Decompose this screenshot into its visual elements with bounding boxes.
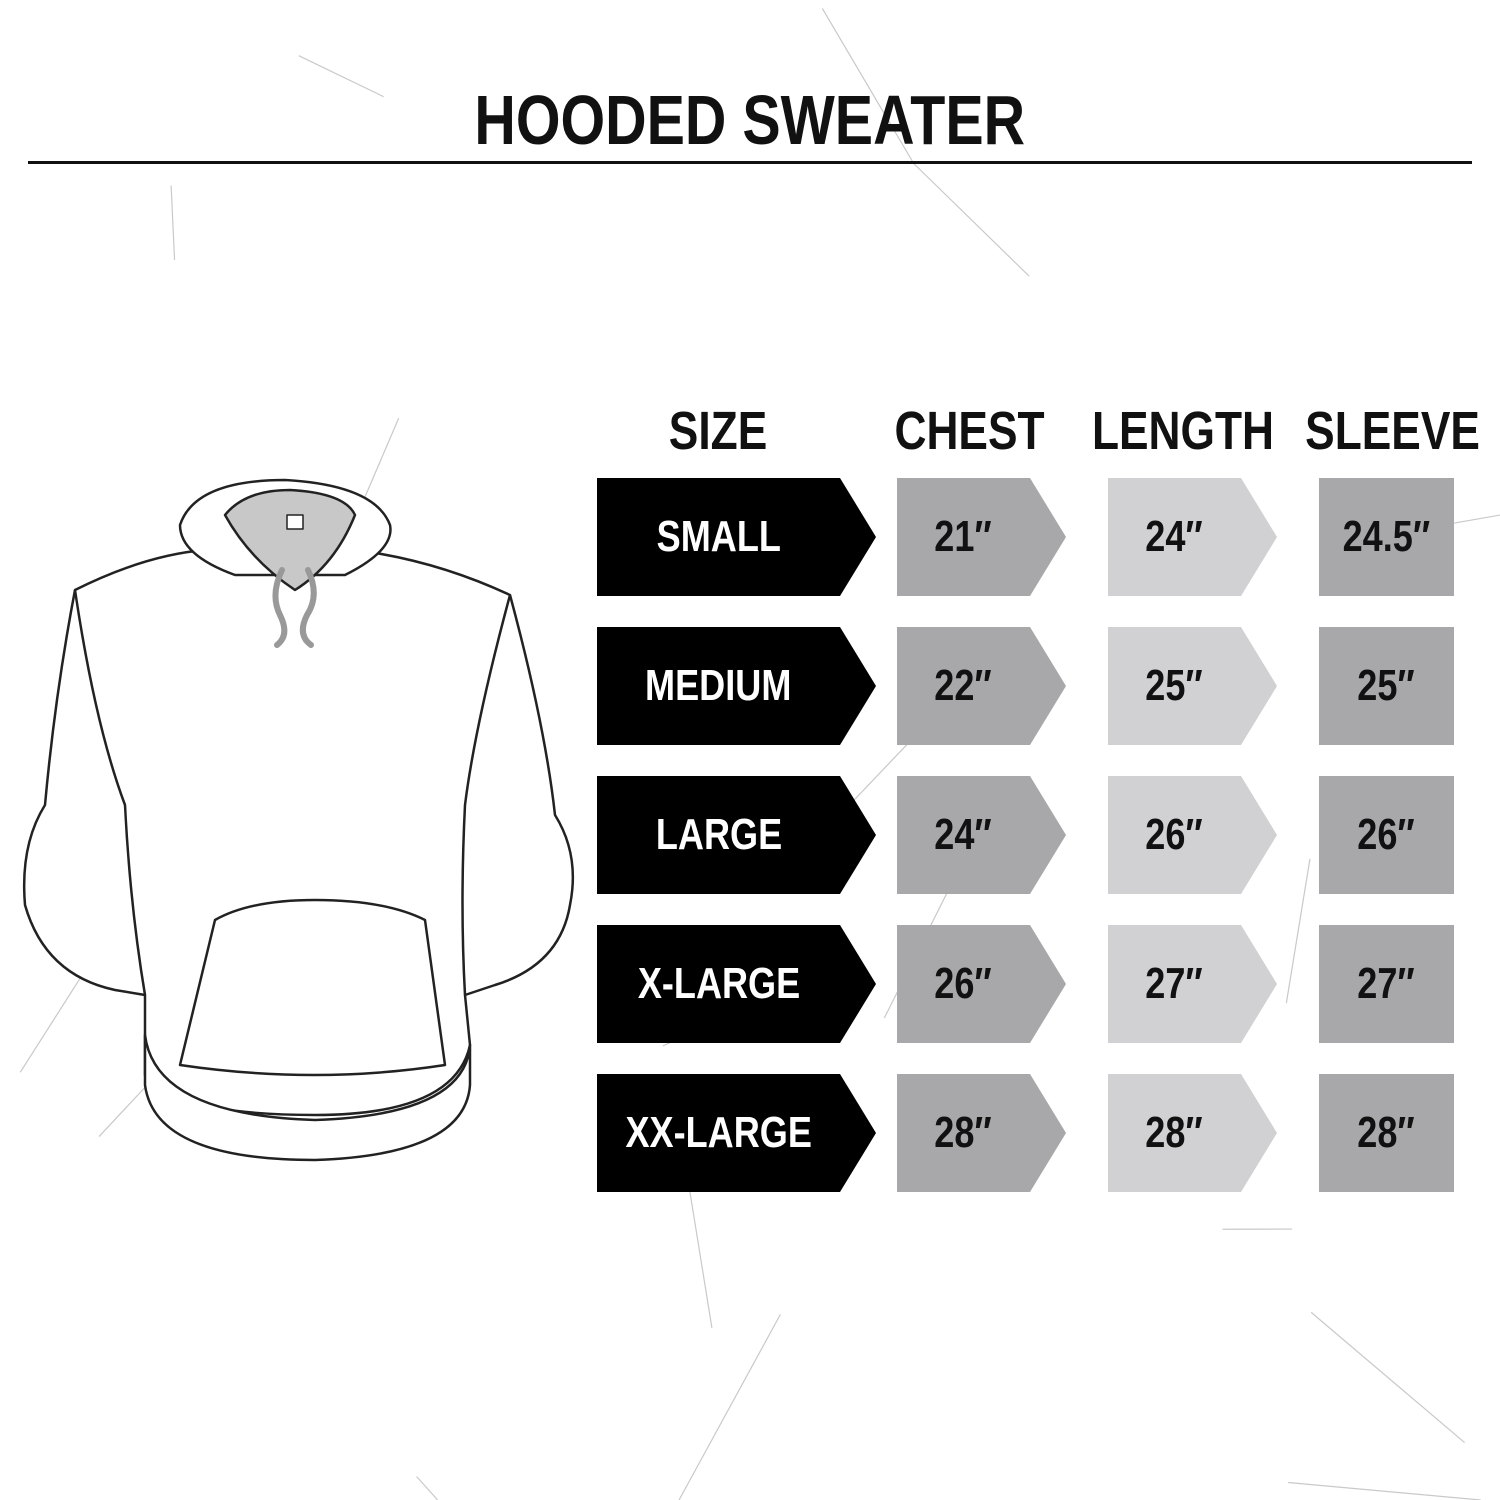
length-cell: 28″ (1108, 1074, 1241, 1192)
header-size: SIZE (588, 400, 848, 462)
header-label: CHEST (894, 401, 1046, 461)
arrow-icon (1241, 776, 1277, 894)
chest-value: 22″ (934, 661, 993, 710)
sleeve-cell: 24.5″ (1319, 478, 1454, 596)
chest-cell: 24″ (897, 776, 1030, 894)
header-label: SIZE (668, 401, 768, 461)
sleeve-cell: 25″ (1319, 627, 1454, 745)
arrow-icon (1241, 925, 1277, 1043)
size-cell: XX-LARGE (597, 1074, 840, 1192)
length-value: 27″ (1145, 959, 1204, 1008)
chest-cell: 28″ (897, 1074, 1030, 1192)
header-label: LENGTH (1091, 401, 1275, 461)
sleeve-value: 28″ (1357, 1108, 1416, 1157)
header-sleeve: SLEEVE (1263, 400, 1500, 462)
length-cell: 27″ (1108, 925, 1241, 1043)
arrow-icon (1030, 776, 1066, 894)
length-cell: 25″ (1108, 627, 1241, 745)
arrow-icon (840, 478, 876, 596)
title-text: HOODED SWEATER (474, 81, 1026, 159)
chest-cell: 22″ (897, 627, 1030, 745)
arrow-icon (1030, 627, 1066, 745)
arrow-icon (840, 776, 876, 894)
size-cell: SMALL (597, 478, 840, 596)
arrow-icon (840, 627, 876, 745)
length-value: 26″ (1145, 810, 1204, 859)
size-value: LARGE (655, 810, 782, 859)
sleeve-cell: 28″ (1319, 1074, 1454, 1192)
chest-cell: 26″ (897, 925, 1030, 1043)
length-cell: 26″ (1108, 776, 1241, 894)
hoodie-illustration (22, 478, 575, 1162)
arrow-icon (1030, 478, 1066, 596)
arrow-icon (1241, 478, 1277, 596)
size-value: SMALL (656, 512, 781, 561)
sleeve-cell: 26″ (1319, 776, 1454, 894)
chest-value: 21″ (934, 512, 993, 561)
size-cell: LARGE (597, 776, 840, 894)
sleeve-value: 25″ (1357, 661, 1416, 710)
arrow-icon (840, 1074, 876, 1192)
size-value: MEDIUM (645, 661, 792, 710)
page-title: HOODED SWEATER (0, 80, 1500, 160)
size-value: X-LARGE (637, 959, 800, 1008)
sleeve-value: 27″ (1357, 959, 1416, 1008)
chest-value: 24″ (934, 810, 993, 859)
length-value: 28″ (1145, 1108, 1204, 1157)
size-cell: MEDIUM (597, 627, 840, 745)
sleeve-value: 26″ (1357, 810, 1416, 859)
chest-value: 28″ (934, 1108, 993, 1157)
size-cell: X-LARGE (597, 925, 840, 1043)
sleeve-value: 24.5″ (1342, 512, 1431, 561)
length-value: 24″ (1145, 512, 1204, 561)
header-chest: CHEST (840, 400, 1100, 462)
arrow-icon (1241, 627, 1277, 745)
size-value: XX-LARGE (625, 1108, 812, 1157)
arrow-icon (1030, 925, 1066, 1043)
chest-value: 26″ (934, 959, 993, 1008)
arrow-icon (840, 925, 876, 1043)
length-value: 25″ (1145, 661, 1204, 710)
header-length: LENGTH (1053, 400, 1313, 462)
sleeve-cell: 27″ (1319, 925, 1454, 1043)
header-label: SLEEVE (1305, 401, 1481, 461)
title-divider (28, 161, 1472, 164)
length-cell: 24″ (1108, 478, 1241, 596)
chest-cell: 21″ (897, 478, 1030, 596)
arrow-icon (1030, 1074, 1066, 1192)
arrow-icon (1241, 1074, 1277, 1192)
